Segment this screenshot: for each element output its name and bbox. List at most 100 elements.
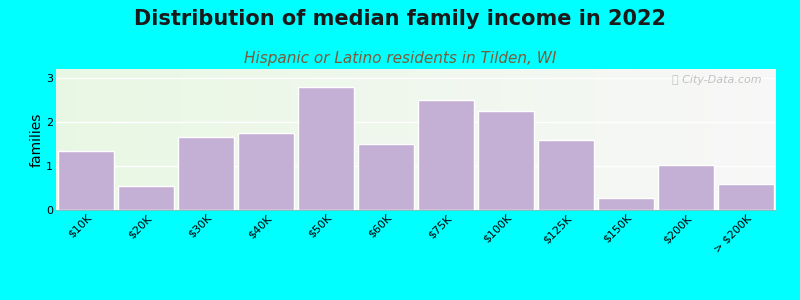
Bar bbox=[63, 69, 67, 210]
Bar bbox=[409, 69, 413, 210]
Bar bbox=[318, 69, 322, 210]
Bar bbox=[744, 69, 747, 210]
Bar bbox=[268, 69, 272, 210]
Bar bbox=[171, 69, 175, 210]
Bar bbox=[430, 69, 434, 210]
Bar bbox=[416, 69, 420, 210]
Bar bbox=[135, 69, 139, 210]
Bar bbox=[326, 69, 330, 210]
Bar bbox=[301, 69, 305, 210]
Bar bbox=[380, 69, 384, 210]
Bar bbox=[164, 69, 168, 210]
Bar bbox=[531, 69, 535, 210]
Bar bbox=[154, 69, 157, 210]
Bar bbox=[517, 69, 521, 210]
Bar bbox=[514, 69, 517, 210]
Bar bbox=[438, 69, 442, 210]
Bar bbox=[298, 87, 354, 210]
Bar bbox=[240, 69, 243, 210]
Bar bbox=[67, 69, 70, 210]
Bar bbox=[193, 69, 197, 210]
Bar bbox=[394, 69, 398, 210]
Bar bbox=[470, 69, 474, 210]
Bar bbox=[711, 69, 715, 210]
Bar bbox=[157, 69, 160, 210]
Bar bbox=[99, 69, 102, 210]
Bar bbox=[322, 69, 326, 210]
Bar bbox=[567, 69, 571, 210]
Bar bbox=[726, 69, 730, 210]
Bar bbox=[466, 69, 470, 210]
Bar bbox=[715, 69, 718, 210]
Bar bbox=[250, 69, 254, 210]
Bar bbox=[636, 69, 639, 210]
Bar bbox=[477, 69, 481, 210]
Bar bbox=[629, 69, 632, 210]
Bar bbox=[718, 69, 722, 210]
Bar bbox=[542, 69, 546, 210]
Bar bbox=[418, 100, 474, 210]
Bar bbox=[125, 69, 128, 210]
Bar bbox=[766, 69, 769, 210]
Bar bbox=[456, 69, 459, 210]
Bar bbox=[298, 69, 301, 210]
Bar bbox=[592, 69, 596, 210]
Bar bbox=[238, 133, 294, 210]
Bar bbox=[521, 69, 524, 210]
Bar bbox=[290, 69, 294, 210]
Bar bbox=[92, 69, 96, 210]
Bar bbox=[203, 69, 207, 210]
Bar bbox=[538, 69, 542, 210]
Bar bbox=[481, 69, 485, 210]
Bar bbox=[693, 69, 697, 210]
Bar bbox=[524, 69, 528, 210]
Bar bbox=[391, 69, 394, 210]
Bar bbox=[586, 69, 589, 210]
Bar bbox=[697, 69, 701, 210]
Bar bbox=[445, 69, 449, 210]
Bar bbox=[229, 69, 232, 210]
Bar bbox=[560, 69, 563, 210]
Bar bbox=[121, 69, 125, 210]
Bar bbox=[639, 69, 643, 210]
Bar bbox=[358, 144, 414, 210]
Bar bbox=[348, 69, 351, 210]
Text: ⓘ City-Data.com: ⓘ City-Data.com bbox=[672, 75, 762, 85]
Bar bbox=[701, 69, 704, 210]
Bar bbox=[114, 69, 118, 210]
Bar bbox=[175, 69, 178, 210]
Bar bbox=[632, 69, 636, 210]
Bar bbox=[60, 69, 63, 210]
Bar bbox=[675, 69, 679, 210]
Bar bbox=[118, 69, 121, 210]
Bar bbox=[750, 69, 754, 210]
Bar bbox=[402, 69, 405, 210]
Bar bbox=[625, 69, 629, 210]
Bar bbox=[478, 111, 534, 210]
Bar bbox=[200, 69, 203, 210]
Bar bbox=[622, 69, 625, 210]
Bar bbox=[150, 69, 154, 210]
Bar bbox=[427, 69, 430, 210]
Bar bbox=[762, 69, 766, 210]
Bar bbox=[341, 69, 344, 210]
Bar bbox=[89, 69, 92, 210]
Bar bbox=[618, 69, 622, 210]
Bar bbox=[570, 69, 574, 210]
Bar bbox=[258, 69, 262, 210]
Bar bbox=[690, 69, 693, 210]
Bar bbox=[218, 69, 222, 210]
Bar bbox=[474, 69, 477, 210]
Bar bbox=[82, 69, 85, 210]
Bar bbox=[578, 69, 582, 210]
Bar bbox=[254, 69, 258, 210]
Bar bbox=[283, 69, 286, 210]
Bar bbox=[265, 69, 269, 210]
Bar bbox=[272, 69, 275, 210]
Bar bbox=[657, 69, 661, 210]
Bar bbox=[462, 69, 466, 210]
Bar bbox=[773, 69, 776, 210]
Bar bbox=[387, 69, 391, 210]
Bar bbox=[452, 69, 456, 210]
Bar bbox=[78, 69, 82, 210]
